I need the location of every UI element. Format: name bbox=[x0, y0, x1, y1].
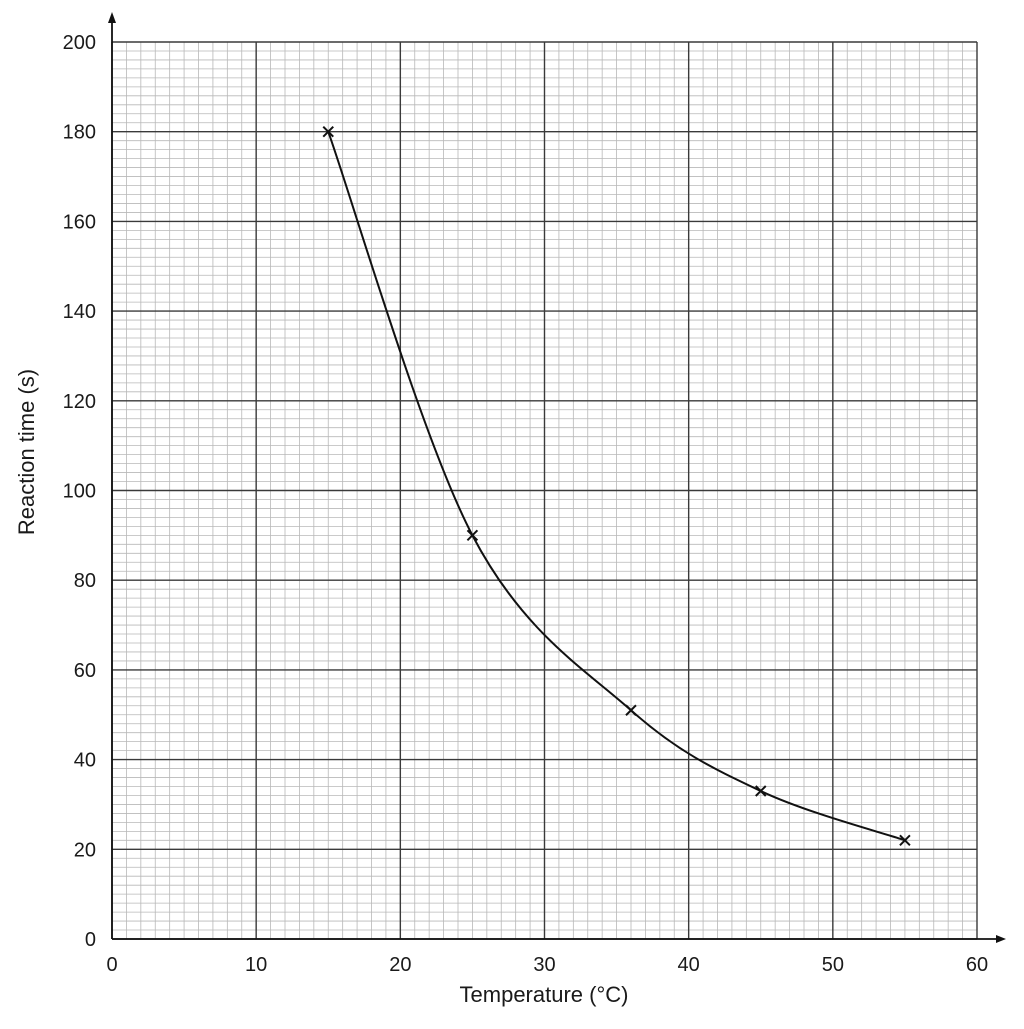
y-tick-label: 120 bbox=[63, 391, 96, 413]
x-tick-label: 20 bbox=[389, 954, 411, 976]
major-gridlines bbox=[111, 41, 978, 940]
series-line bbox=[327, 131, 906, 842]
x-tick-label: 0 bbox=[106, 954, 117, 976]
x-tick-label: 30 bbox=[533, 954, 555, 976]
data-point-marker bbox=[322, 125, 334, 138]
axes bbox=[108, 12, 1006, 943]
data-point-marker bbox=[466, 529, 479, 542]
data-point-marker bbox=[899, 834, 911, 847]
x-tick-label: 50 bbox=[822, 954, 844, 976]
x-axis-label: Temperature (°C) bbox=[460, 982, 629, 1007]
x-tick-label: 60 bbox=[966, 954, 988, 976]
y-axis-arrow bbox=[108, 12, 116, 23]
y-tick-label: 180 bbox=[63, 122, 96, 144]
y-tick-label: 160 bbox=[63, 211, 96, 233]
x-axis-arrow bbox=[996, 935, 1006, 943]
y-tick-label: 200 bbox=[63, 32, 96, 54]
y-tick-label: 100 bbox=[63, 481, 96, 503]
y-tick-label: 140 bbox=[63, 301, 96, 323]
marker-stroke bbox=[755, 785, 767, 797]
x-tick-label: 10 bbox=[245, 954, 267, 976]
y-tick-label: 60 bbox=[74, 660, 96, 682]
y-tick-label: 40 bbox=[74, 750, 96, 772]
marker-stroke bbox=[625, 704, 637, 716]
y-tick-label: 80 bbox=[74, 570, 96, 592]
y-axis-label: Reaction time (s) bbox=[14, 369, 39, 535]
marker-stroke bbox=[899, 834, 911, 847]
y-tick-label: 20 bbox=[74, 839, 96, 861]
data-point-marker bbox=[625, 704, 637, 716]
y-tick-label: 0 bbox=[85, 929, 96, 951]
x-tick-label: 40 bbox=[678, 954, 700, 976]
tick-labels: 0 10 20 30 40 50 60 0 20 40 60 80 100 120 140 160 180 200 bbox=[63, 32, 989, 976]
data-series bbox=[322, 125, 911, 847]
marker-stroke bbox=[466, 529, 479, 542]
data-point-marker bbox=[755, 785, 767, 797]
marker-stroke bbox=[322, 125, 334, 138]
